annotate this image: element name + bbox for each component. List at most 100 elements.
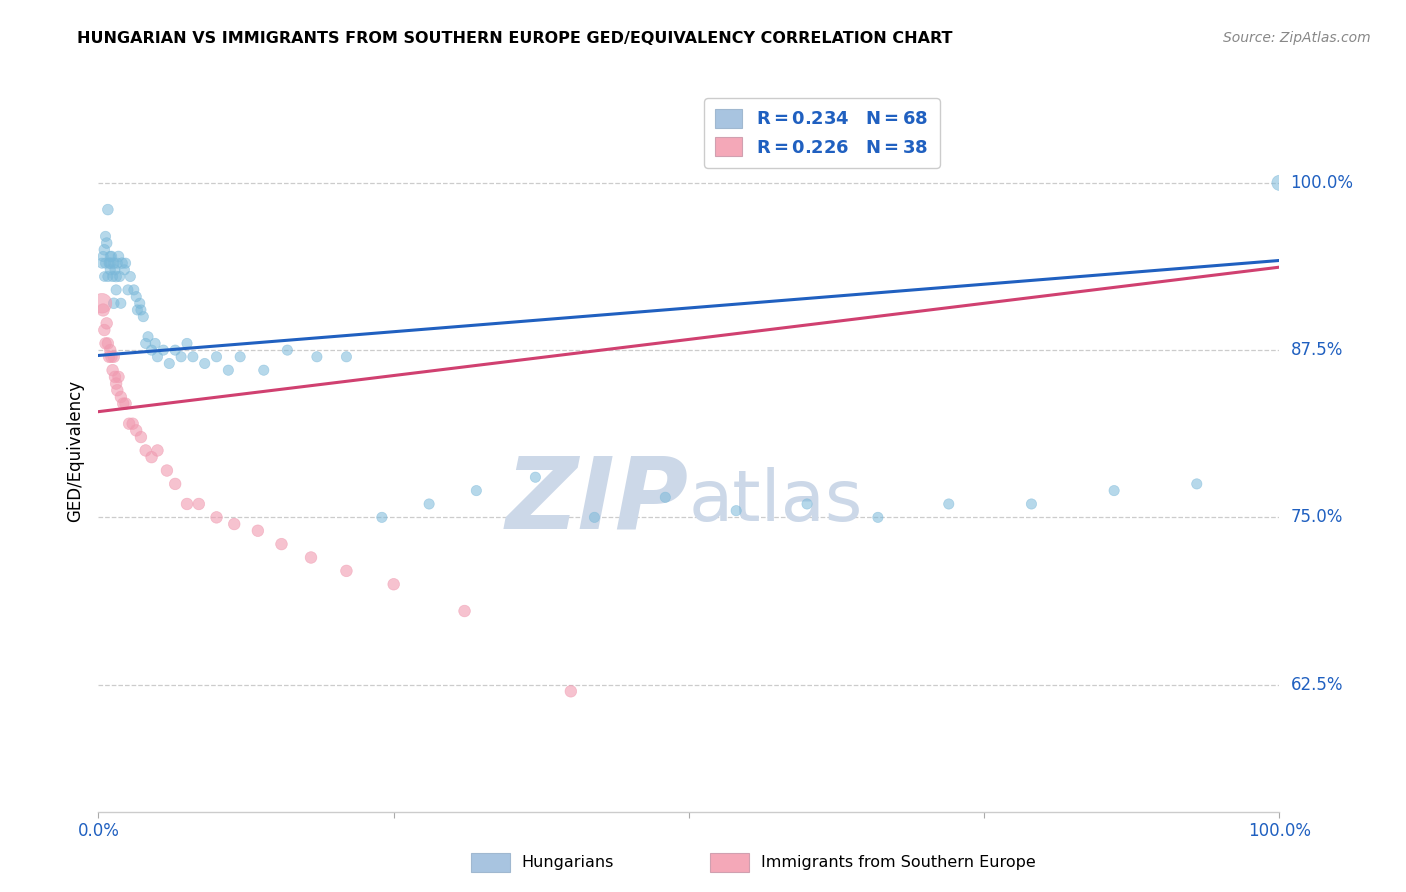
Point <box>103 256 125 270</box>
Point <box>418 497 440 511</box>
Point <box>141 450 163 464</box>
Point <box>91 256 114 270</box>
Point <box>93 269 115 284</box>
Point <box>560 684 582 698</box>
Point <box>146 443 169 458</box>
Point <box>141 343 163 358</box>
Point <box>105 269 128 284</box>
Point <box>100 350 122 364</box>
Point <box>94 229 117 244</box>
Point <box>152 343 174 358</box>
Point <box>94 336 117 351</box>
Point <box>453 604 475 618</box>
Point <box>103 296 125 310</box>
Point <box>107 250 129 264</box>
Point <box>136 329 159 343</box>
Point <box>181 350 204 364</box>
Point <box>1185 476 1208 491</box>
Point <box>91 296 114 310</box>
Point <box>98 256 121 270</box>
Point <box>276 343 298 358</box>
Point <box>654 490 676 504</box>
Point <box>104 369 127 384</box>
Point <box>156 463 179 477</box>
Point <box>93 243 115 257</box>
Point <box>938 497 960 511</box>
Point <box>105 384 128 398</box>
Point <box>1102 483 1125 498</box>
Point <box>98 263 121 277</box>
Point <box>112 396 135 410</box>
Point <box>1268 176 1291 190</box>
Point <box>94 256 117 270</box>
Point <box>157 357 180 371</box>
Point <box>112 263 135 277</box>
Point <box>98 350 121 364</box>
Point <box>93 323 115 337</box>
Point <box>270 537 292 551</box>
Point <box>91 250 114 264</box>
Text: 75.0%: 75.0% <box>1291 508 1343 526</box>
Point <box>194 357 217 371</box>
Point <box>105 256 128 270</box>
Point <box>165 343 187 358</box>
Point <box>97 269 120 284</box>
Point <box>335 564 357 578</box>
Point <box>253 363 276 377</box>
Point <box>205 350 228 364</box>
Point <box>132 310 155 324</box>
Point <box>129 430 152 444</box>
Point <box>117 283 139 297</box>
Text: 87.5%: 87.5% <box>1291 341 1343 359</box>
Text: Hungarians: Hungarians <box>522 855 614 870</box>
Point <box>305 350 328 364</box>
Point <box>866 510 889 524</box>
Text: atlas: atlas <box>689 467 863 535</box>
Point <box>224 517 246 532</box>
Point <box>583 510 606 524</box>
Legend: $\mathbf{R = 0.234}$   $\mathbf{N = 68}$, $\mathbf{R = 0.226}$   $\mathbf{N = 38: $\mathbf{R = 0.234}$ $\mathbf{N = 68}$, … <box>704 98 939 168</box>
Point <box>118 417 141 431</box>
Text: 100.0%: 100.0% <box>1291 174 1354 192</box>
Point <box>110 390 132 404</box>
Point <box>110 296 132 310</box>
Point <box>187 497 209 511</box>
Point <box>229 350 252 364</box>
Point <box>465 483 488 498</box>
Point <box>217 363 239 377</box>
Point <box>98 250 121 264</box>
Point <box>146 350 169 364</box>
Point <box>97 336 120 351</box>
Point <box>335 350 357 364</box>
Point <box>143 336 166 351</box>
Point <box>170 350 193 364</box>
Point <box>120 269 142 284</box>
Point <box>100 250 122 264</box>
Text: ZIP: ZIP <box>506 452 689 549</box>
Point <box>125 424 148 438</box>
Point <box>97 202 120 217</box>
Point <box>98 256 121 270</box>
Text: Immigrants from Southern Europe: Immigrants from Southern Europe <box>761 855 1035 870</box>
Point <box>98 343 121 358</box>
Point <box>114 396 136 410</box>
Point <box>135 336 157 351</box>
Point <box>524 470 547 484</box>
Point <box>371 510 394 524</box>
Point <box>382 577 405 591</box>
Point <box>299 550 322 565</box>
Point <box>176 336 198 351</box>
Point <box>129 302 152 317</box>
Point <box>96 236 118 251</box>
Point <box>165 476 187 491</box>
Point <box>122 283 145 297</box>
Point <box>108 269 131 284</box>
Point <box>105 283 128 297</box>
Point <box>725 503 748 517</box>
Point <box>121 417 143 431</box>
Point <box>125 289 148 303</box>
Point <box>103 350 125 364</box>
Point <box>205 510 228 524</box>
Y-axis label: GED/Equivalency: GED/Equivalency <box>66 379 84 522</box>
Point <box>91 302 114 317</box>
